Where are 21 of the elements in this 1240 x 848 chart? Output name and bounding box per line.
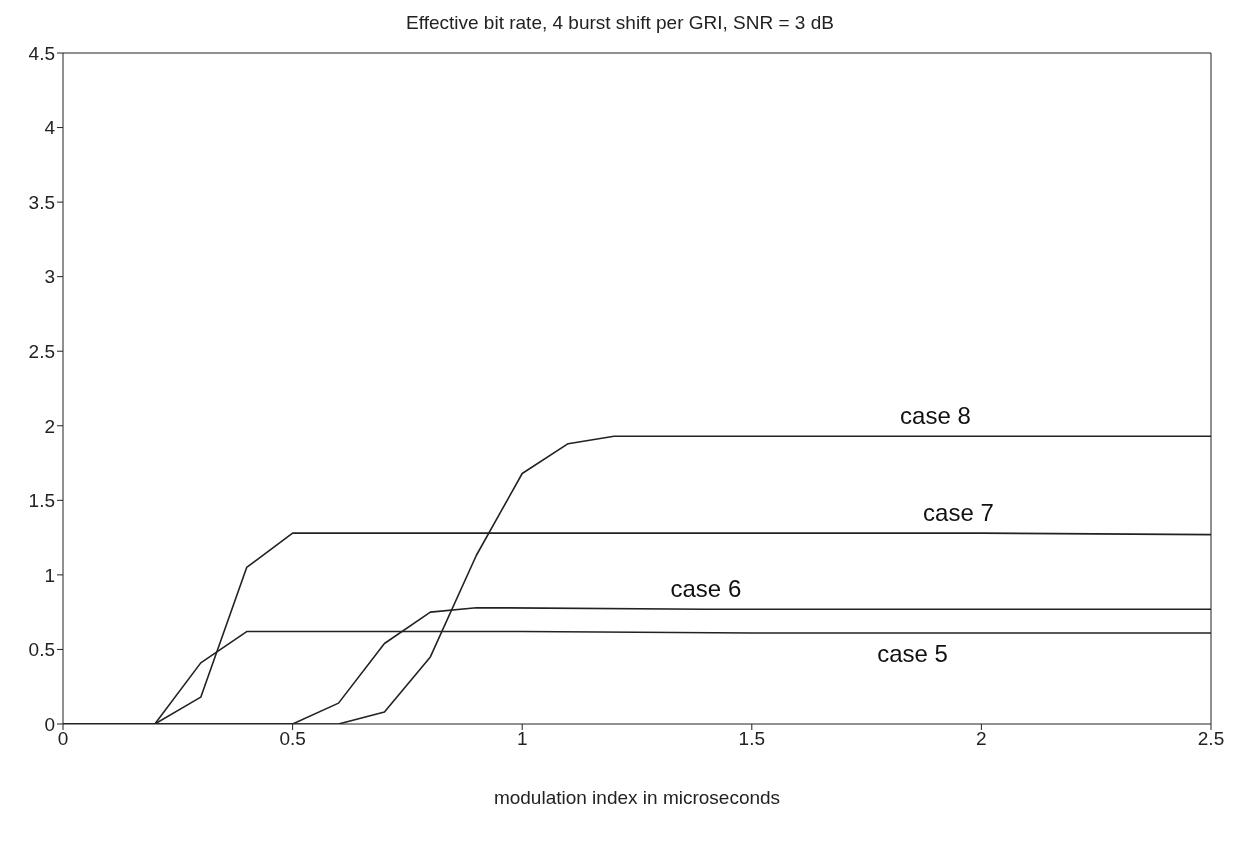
x-tick-label: 1.5: [738, 728, 766, 750]
y-tick-label: 1.5: [28, 490, 55, 512]
x-axis-title: modulation index in microseconds: [493, 787, 781, 808]
y-tick-label: 2: [44, 415, 55, 437]
y-tick-label: 3: [44, 266, 55, 288]
y-tick-label: 0: [44, 713, 55, 735]
y-tick-label: 3.5: [28, 191, 55, 213]
series-label: case 5: [877, 640, 948, 668]
x-tick-label: 2: [976, 728, 987, 750]
chart-title: Effective bit rate, 4 burst shift per GRI, SNR = 3 dB: [405, 11, 835, 34]
y-tick-label: 1: [44, 564, 55, 586]
x-tick-label: 2.5: [1197, 728, 1225, 750]
y-tick-label: 2.5: [28, 340, 55, 362]
series-label: case 6: [670, 575, 742, 603]
y-tick-label: 0.5: [28, 639, 55, 661]
x-tick-label: 0.5: [279, 728, 306, 750]
y-tick-label: 4: [44, 117, 56, 139]
series-label: case 7: [923, 499, 994, 527]
y-tick-label: 4.5: [28, 42, 55, 64]
series-label: case 8: [900, 402, 971, 430]
x-tick-label: 1: [516, 728, 528, 750]
